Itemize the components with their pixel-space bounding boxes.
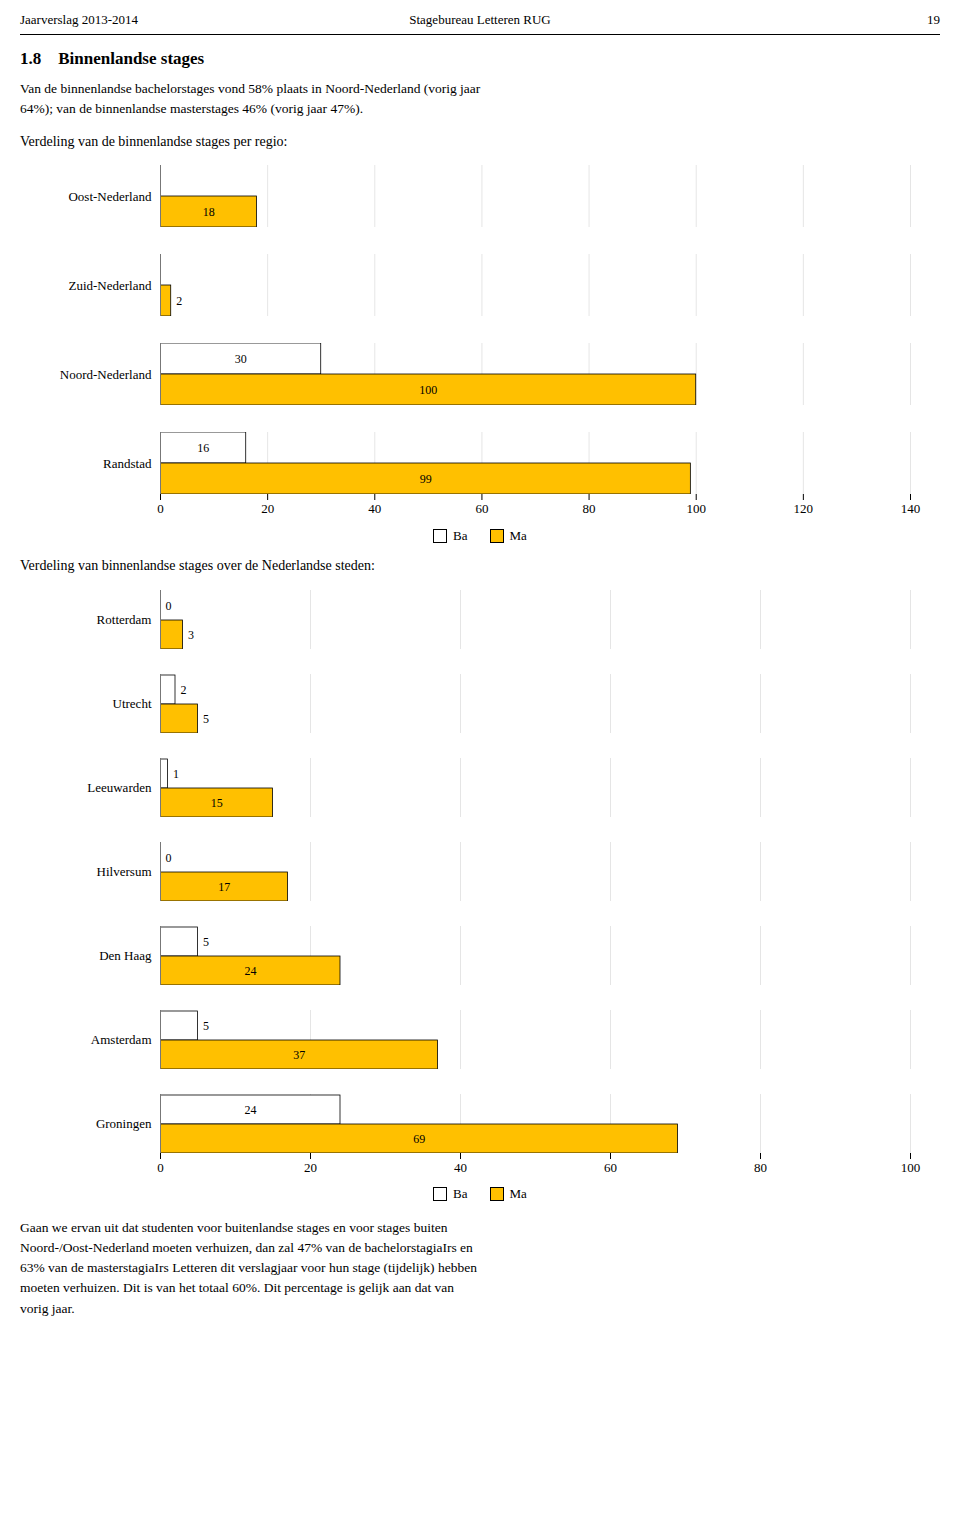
svg-text:Hilversum: Hilversum [97, 864, 152, 879]
svg-text:100: 100 [686, 500, 706, 515]
svg-text:Zuid-Nederland: Zuid-Nederland [68, 277, 152, 292]
svg-text:60: 60 [604, 1159, 617, 1174]
svg-text:60: 60 [475, 500, 488, 515]
svg-text:18: 18 [203, 204, 215, 218]
html-text:Stagebureau Letteren RUG: Stagebureau Letteren RUG [409, 12, 551, 27]
svg-text:20: 20 [261, 500, 274, 515]
html-text:Ma: Ma [509, 527, 527, 543]
svg-text:100: 100 [901, 1159, 921, 1174]
svg-text:16: 16 [197, 440, 209, 454]
html-text:Verdeling van de binnenlandse: Verdeling van de binnenlandse stages per… [20, 133, 288, 149]
html-text:19: 19 [927, 12, 940, 27]
html-text:Ma: Ma [509, 1185, 527, 1201]
svg-text:30: 30 [235, 351, 247, 365]
svg-text:15: 15 [211, 795, 223, 809]
html-text:1.8 Binnenlandse stages: 1.8 Binnenlandse stages [20, 49, 205, 68]
svg-text:3: 3 [188, 627, 194, 641]
svg-text:5: 5 [203, 1018, 209, 1032]
html-text:Van de binnenlandse bachelorst: Van de binnenlandse bachelorstages vond … [20, 81, 481, 117]
svg-text:0: 0 [166, 850, 172, 864]
svg-text:80: 80 [754, 1159, 767, 1174]
svg-text:5: 5 [203, 934, 209, 948]
svg-text:0: 0 [157, 1159, 164, 1174]
svg-text:1: 1 [173, 766, 179, 780]
svg-text:20: 20 [304, 1159, 317, 1174]
html-text:Ba: Ba [453, 1185, 468, 1201]
svg-text:Oost-Nederland: Oost-Nederland [68, 188, 152, 203]
svg-text:0: 0 [157, 500, 164, 515]
svg-text:17: 17 [218, 879, 230, 893]
svg-text:100: 100 [419, 382, 437, 396]
svg-text:40: 40 [454, 1159, 467, 1174]
svg-text:40: 40 [368, 500, 381, 515]
svg-text:Amsterdam: Amsterdam [91, 1032, 152, 1047]
svg-text:24: 24 [245, 1102, 257, 1116]
svg-text:120: 120 [794, 500, 814, 515]
svg-text:0: 0 [166, 598, 172, 612]
svg-text:Den Haag: Den Haag [99, 948, 152, 963]
svg-text:Noord-Nederland: Noord-Nederland [60, 366, 152, 381]
svg-text:140: 140 [901, 500, 921, 515]
svg-text:99: 99 [420, 471, 432, 485]
svg-text:Utrecht: Utrecht [113, 696, 152, 711]
svg-text:2: 2 [181, 682, 187, 696]
html-text:Jaarverslag 2013-2014: Jaarverslag 2013-2014 [20, 12, 139, 27]
svg-text:Leeuwarden: Leeuwarden [87, 780, 152, 795]
svg-text:Rotterdam: Rotterdam [97, 612, 152, 627]
html-text:Gaan we ervan uit dat studente: Gaan we ervan uit dat studenten voor bui… [20, 1219, 477, 1316]
html-text:Ba: Ba [453, 527, 468, 543]
svg-text:Groningen: Groningen [96, 1116, 152, 1131]
svg-text:5: 5 [203, 711, 209, 725]
svg-text:2: 2 [176, 293, 182, 307]
svg-text:80: 80 [583, 500, 596, 515]
svg-text:69: 69 [413, 1131, 425, 1145]
svg-text:24: 24 [245, 963, 257, 977]
svg-text:37: 37 [293, 1047, 305, 1061]
svg-text:Randstad: Randstad [103, 455, 152, 470]
html-text:Verdeling van binnenlandse sta: Verdeling van binnenlandse stages over d… [20, 557, 375, 573]
